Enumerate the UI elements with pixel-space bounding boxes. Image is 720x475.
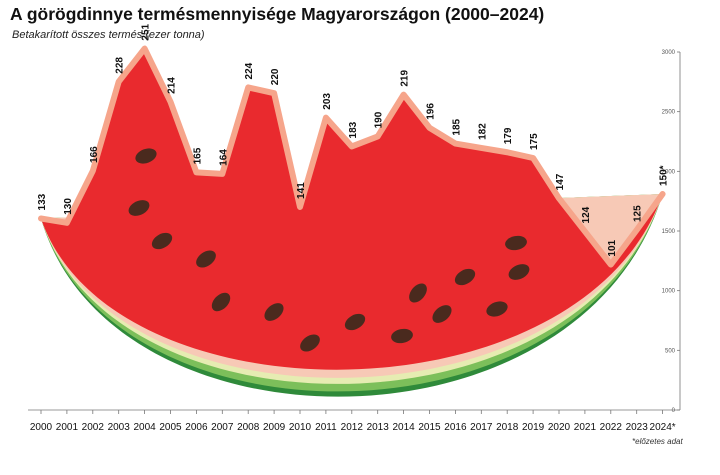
- x-label-2014: 2014: [392, 422, 415, 433]
- data-label-2011: 203: [322, 93, 333, 110]
- y-tick-label-500: 500: [665, 348, 676, 354]
- data-label-2010: 141: [296, 182, 307, 199]
- x-label-2003: 2003: [108, 422, 131, 433]
- seed-10: [409, 283, 427, 303]
- x-label-2007: 2007: [211, 422, 234, 433]
- x-label-2012: 2012: [341, 422, 364, 433]
- seed-2: [128, 200, 150, 216]
- data-label-2009: 220: [270, 68, 281, 85]
- data-label-2012: 183: [348, 121, 359, 138]
- data-label-2006: 165: [192, 147, 203, 164]
- x-label-2015: 2015: [418, 422, 441, 433]
- data-label-2004: 251: [141, 23, 152, 40]
- watermelon-seeds: [128, 148, 530, 352]
- y-tick-label-1000: 1000: [662, 289, 676, 295]
- x-label-2013: 2013: [367, 422, 390, 433]
- x-label-2010: 2010: [289, 422, 312, 433]
- data-label-2007: 164: [218, 149, 229, 166]
- series-area: [41, 48, 663, 370]
- data-label-2015: 196: [426, 103, 437, 120]
- data-label-2021: 124: [581, 206, 592, 223]
- data-label-2008: 224: [244, 62, 255, 79]
- data-label-2014: 219: [400, 70, 411, 87]
- x-label-2021: 2021: [574, 422, 597, 433]
- x-label-2017: 2017: [470, 422, 493, 433]
- x-axis-labels: 2000 2001 2002 2003 2004 2005 2006 2007 2008 2009…: [30, 410, 676, 433]
- chart-subtitle: Betakarított összes termés (ezer tonna): [12, 29, 205, 41]
- x-label-2004: 2004: [133, 422, 156, 433]
- data-label-2023: 125: [633, 205, 644, 222]
- seed-4: [196, 250, 216, 268]
- seed-1: [135, 148, 157, 164]
- x-label-2018: 2018: [496, 422, 519, 433]
- data-label-2024*: 150*: [659, 165, 670, 186]
- data-label-2005: 214: [167, 77, 178, 94]
- x-label-2009: 2009: [263, 422, 286, 433]
- x-label-2019: 2019: [522, 422, 545, 433]
- y-tick-label-2500: 2500: [662, 110, 676, 116]
- seed-11: [432, 305, 452, 323]
- seed-12: [454, 268, 476, 286]
- seed-14: [505, 235, 527, 251]
- data-label-2022: 101: [607, 239, 618, 256]
- data-label-2018: 179: [503, 127, 514, 144]
- data-label-2013: 190: [374, 111, 385, 128]
- y-axis-ticks: 0 500 1000 1500 2000 2500 3000: [662, 50, 680, 414]
- x-label-2023: 2023: [626, 422, 649, 433]
- chart-title: A görögdinnye termésmennyisége Magyarors…: [10, 4, 545, 24]
- x-label-2002: 2002: [82, 422, 105, 433]
- x-label-2008: 2008: [237, 422, 260, 433]
- x-label-2000: 2000: [30, 422, 53, 433]
- data-labels: 133 130 166 228 251 214 165 164 224 220 141 203 183 1…: [37, 23, 670, 256]
- y-tick-label-1500: 1500: [662, 229, 676, 235]
- data-label-2000: 133: [37, 193, 48, 210]
- y-tick-label-2000: 2000: [662, 169, 676, 175]
- data-label-2019: 175: [529, 133, 540, 150]
- seed-13: [486, 301, 508, 317]
- seed-8: [344, 313, 366, 331]
- y-tick-label-0: 0: [672, 408, 676, 414]
- data-label-2016: 185: [451, 118, 462, 135]
- seed-7: [300, 334, 320, 352]
- x-label-2024*: 2024*: [650, 422, 676, 433]
- x-label-2006: 2006: [185, 422, 208, 433]
- x-label-2011: 2011: [315, 422, 337, 433]
- x-label-2020: 2020: [548, 422, 571, 433]
- seed-3: [151, 232, 173, 250]
- footnote: *előzetes adat: [632, 437, 683, 446]
- data-label-2003: 228: [115, 57, 126, 74]
- data-label-2017: 182: [477, 123, 488, 140]
- seed-15: [508, 264, 530, 280]
- seed-5: [211, 292, 231, 312]
- seed-9: [391, 328, 413, 344]
- data-label-2020: 147: [555, 173, 566, 190]
- x-label-2022: 2022: [600, 422, 623, 433]
- y-tick-label-3000: 3000: [662, 50, 676, 56]
- data-label-2002: 166: [89, 146, 100, 163]
- series-line: [38, 45, 666, 268]
- x-label-2005: 2005: [159, 422, 182, 433]
- seed-6: [264, 303, 284, 321]
- x-label-2016: 2016: [444, 422, 467, 433]
- x-label-2001: 2001: [56, 422, 79, 433]
- data-label-2001: 130: [63, 198, 74, 215]
